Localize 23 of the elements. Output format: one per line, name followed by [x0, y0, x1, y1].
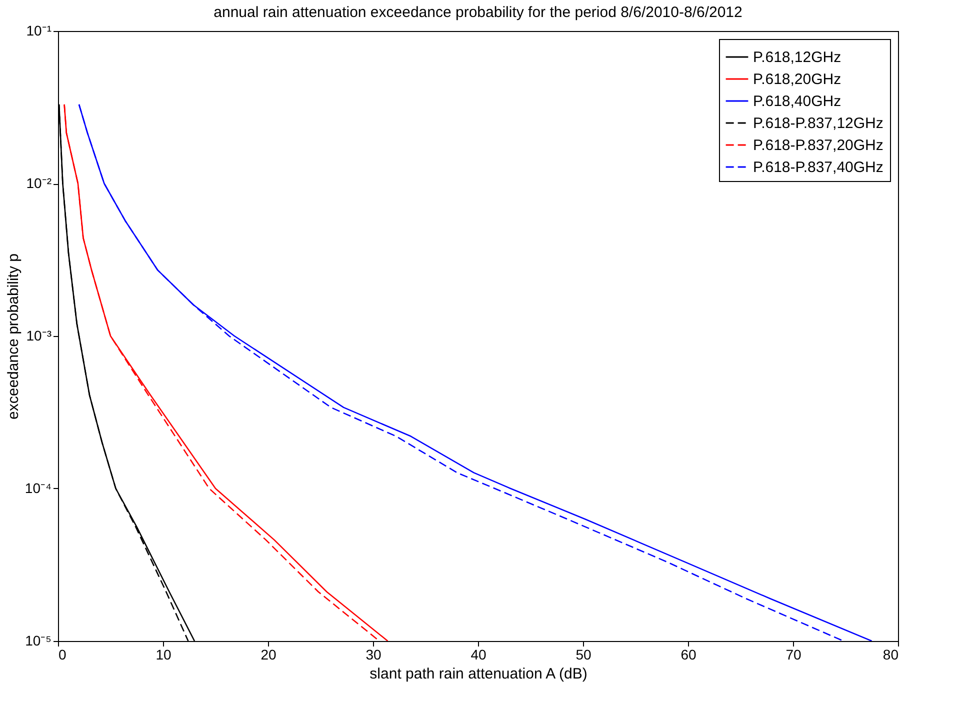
legend-label: P.618-P.837,40GHz — [753, 159, 884, 176]
y-tick-label: 10⁻⁵ — [25, 632, 52, 648]
x-tick-label: 10 — [156, 646, 172, 662]
legend-label: P.618-P.837,20GHz — [753, 137, 884, 154]
y-tick-label: 10⁻³ — [26, 328, 52, 344]
legend-label: P.618-P.837,12GHz — [753, 115, 884, 132]
x-tick-label: 70 — [786, 646, 802, 662]
x-tick-label: 50 — [576, 646, 592, 662]
y-tick-label: 10⁻² — [26, 175, 52, 191]
legend-label: P.618,20GHz — [753, 71, 842, 88]
y-tick-label: 10⁻¹ — [26, 22, 52, 38]
x-tick-label: 20 — [260, 646, 276, 662]
x-tick-label: 30 — [366, 646, 382, 662]
y-axis-title: exceedance probability p — [4, 254, 22, 420]
x-tick-label: 60 — [680, 646, 696, 662]
x-tick-label: 80 — [882, 646, 899, 662]
legend-label: P.618,40GHz — [753, 93, 842, 110]
legend-label: P.618,12GHz — [753, 49, 842, 66]
x-axis-title: slant path rain attenuation A (dB) — [370, 666, 588, 682]
x-tick-label: 40 — [470, 646, 486, 662]
chart-title: annual rain attenuation exceedance probability for the period 8/6/2010-8/6/2012 — [214, 4, 742, 21]
y-tick-label: 10⁻⁴ — [24, 480, 52, 496]
x-tick-label: 0 — [58, 646, 66, 662]
